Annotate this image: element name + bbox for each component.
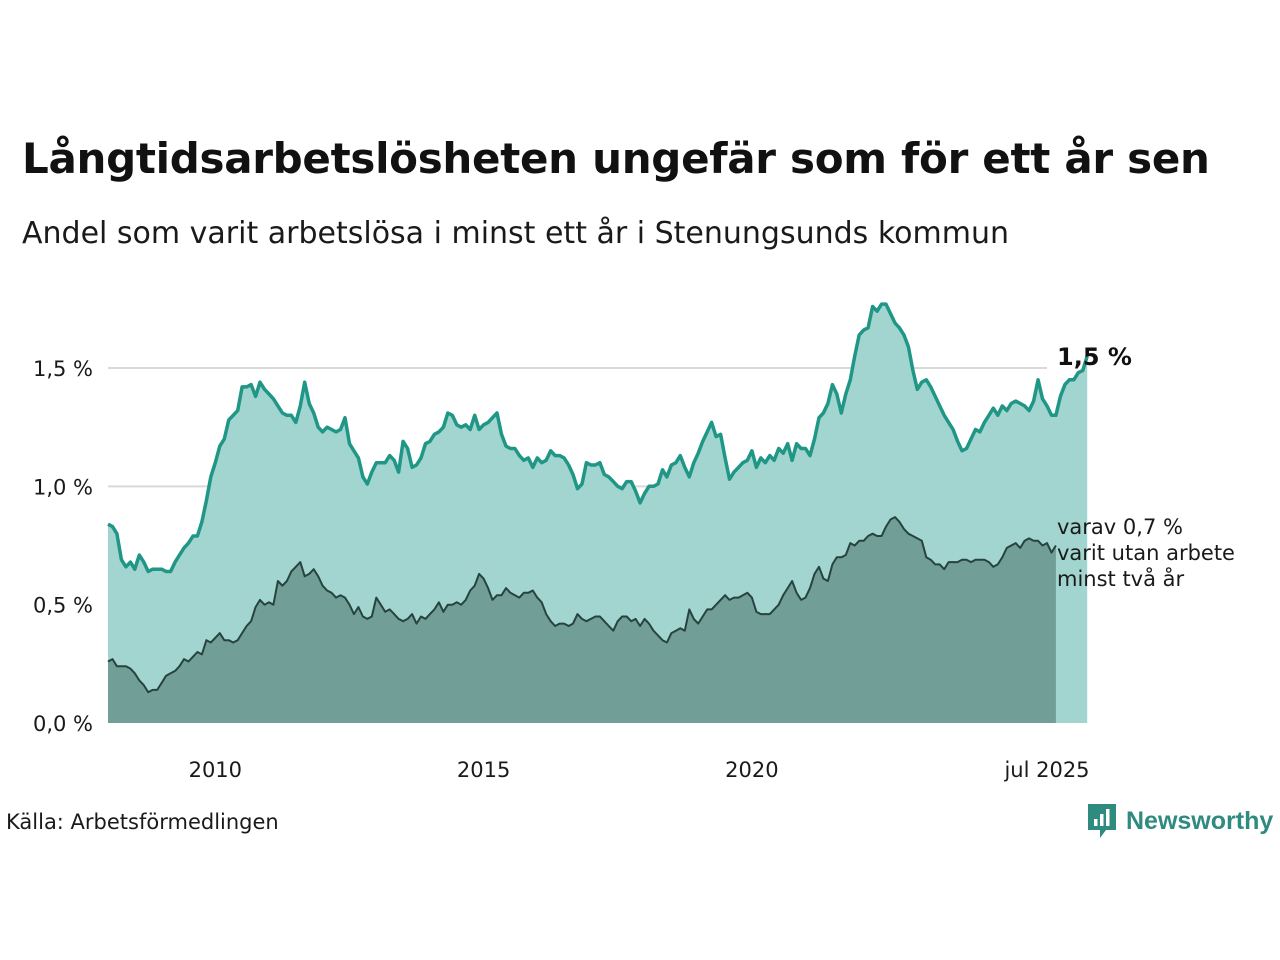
upper-series-line [107, 302, 1089, 574]
secondary-label-line-3: minst två år [1057, 566, 1185, 591]
brand-name: Newsworthy [1126, 806, 1274, 835]
lower-series-line [107, 516, 1057, 694]
y-tick-label: 0,0 % [33, 712, 93, 736]
x-axis: 2010 2015 2020 jul 2025 [189, 758, 1090, 782]
secondary-label-line-2: varit utan arbete [1057, 541, 1235, 565]
latest-value-label: 1,5 % [1057, 343, 1132, 371]
x-tick-label: 2015 [457, 758, 510, 782]
chart-subtitle: Andel som varit arbetslösa i minst ett å… [22, 216, 1009, 251]
secondary-label-line-1: varav 0,7 % [1057, 515, 1183, 539]
brand-logo[interactable]: Newsworthy [1088, 804, 1273, 838]
x-tick-label: 2010 [189, 758, 242, 782]
chart-title: Långtidsarbetslösheten ungefär som för e… [22, 134, 1210, 183]
x-tick-label: 2020 [725, 758, 778, 782]
y-tick-label: 1,0 % [33, 475, 93, 499]
x-tick-label: jul 2025 [1003, 758, 1089, 782]
two-year-unemployment-series [107, 516, 1057, 723]
y-tick-label: 1,5 % [33, 357, 93, 381]
y-tick-label: 0,5 % [33, 594, 93, 618]
y-axis: 0,0 % 0,5 % 1,0 % 1,5 % [33, 357, 93, 736]
newsworthy-logo-icon [1088, 804, 1116, 838]
source-note: Källa: Arbetsförmedlingen [6, 810, 279, 834]
annotations: 1,5 % varav 0,7 % varit utan arbete mins… [1057, 343, 1235, 591]
